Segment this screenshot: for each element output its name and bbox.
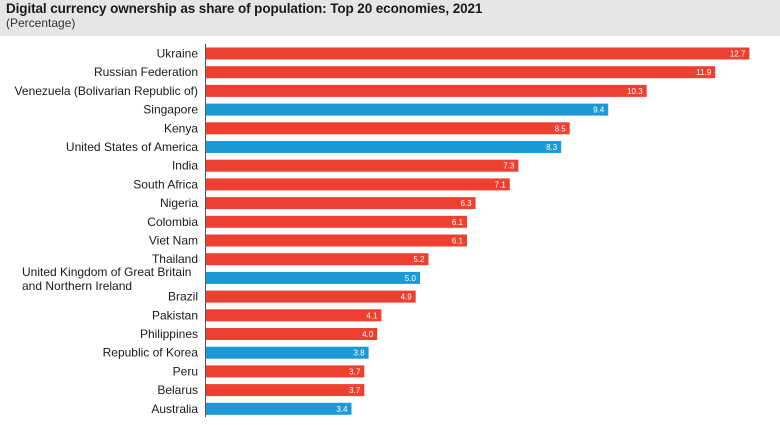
category-label-united-states-of-america: United States of America: [66, 140, 198, 154]
category-label-australia: Australia: [151, 402, 198, 416]
bar-nigeria: [206, 197, 476, 210]
bar-brazil: [206, 290, 416, 303]
category-label-philippines: Philippines: [140, 327, 198, 341]
category-label-belarus: Belarus: [157, 383, 198, 397]
bar-kenya: [206, 122, 570, 135]
category-label-south-africa: South Africa: [133, 177, 198, 191]
bar-viet-nam: [206, 234, 467, 247]
bar-thailand: [206, 253, 429, 266]
value-label-india: 7.3: [503, 162, 515, 171]
value-label-philippines: 4.0: [362, 330, 374, 339]
bar-australia: [206, 402, 352, 415]
bar-pakistan: [206, 309, 382, 322]
bar-venezuela-bolivarian-republic-of: [206, 84, 647, 97]
bar-united-states-of-america: [206, 141, 562, 153]
category-label-india: India: [172, 159, 198, 173]
value-label-russian-federation: 11.9: [696, 68, 712, 77]
bar-united-kingdom-of-great-britain-and-northern-ireland: [206, 271, 420, 284]
bar-india: [206, 159, 519, 172]
value-label-viet-nam: 6.1: [452, 237, 464, 246]
value-label-brazil: 4.9: [401, 293, 413, 302]
chart-title: Digital currency ownership as share of p…: [6, 1, 483, 16]
chart-subtitle: (Percentage): [6, 16, 76, 30]
value-label-kenya: 8.5: [555, 124, 567, 133]
category-label-singapore: Singapore: [143, 103, 198, 117]
value-label-south-africa: 7.1: [495, 180, 507, 189]
category-label-russian-federation: Russian Federation: [94, 65, 198, 79]
value-label-australia: 3.4: [336, 405, 348, 414]
category-label-kenya: Kenya: [164, 121, 198, 135]
value-label-nigeria: 6.3: [460, 199, 472, 208]
bar-south-africa: [206, 178, 510, 191]
bar-russian-federation: [206, 66, 716, 79]
category-label-venezuela-bolivarian-republic-of: Venezuela (Bolivarian Republic of): [15, 84, 198, 98]
category-label-ukraine: Ukraine: [157, 47, 199, 61]
bar-peru: [206, 365, 365, 378]
chart-header: Digital currency ownership as share of p…: [0, 0, 780, 36]
value-label-venezuela-bolivarian-republic-of: 10.3: [627, 87, 643, 96]
value-label-peru: 3.7: [349, 367, 361, 376]
category-label-peru: Peru: [173, 364, 198, 378]
value-label-colombia: 6.1: [452, 218, 464, 227]
value-label-republic-of-korea: 3.8: [353, 349, 365, 358]
value-label-belarus: 3.7: [349, 386, 361, 395]
value-label-pakistan: 4.1: [366, 311, 378, 320]
bars-group: 12.7 Ukraine 11.9 Russian Federation 10.3 Ven…: [15, 47, 750, 416]
category-label-viet-nam: Viet Nam: [149, 234, 198, 248]
bar-ukraine: [206, 47, 750, 60]
bar-philippines: [206, 328, 378, 340]
value-label-thailand: 5.2: [413, 255, 425, 264]
value-label-singapore: 9.4: [593, 106, 605, 115]
category-label-brazil: Brazil: [168, 290, 198, 304]
value-label-united-states-of-america: 8.3: [546, 143, 558, 152]
bar-singapore: [206, 103, 609, 116]
category-label-pakistan: Pakistan: [152, 308, 198, 322]
value-label-ukraine: 12.7: [730, 50, 746, 59]
category-label-united-kingdom-of-great-britain-and-northern-ireland: United Kingdom of Great Britain and North…: [22, 265, 191, 293]
category-label-nigeria: Nigeria: [160, 196, 198, 210]
category-label-thailand: Thailand: [152, 252, 198, 266]
bar-republic-of-korea: [206, 346, 369, 359]
value-label-united-kingdom-of-great-britain-and-northern-ireland: 5.0: [405, 274, 417, 283]
bar-colombia: [206, 215, 467, 228]
bar-belarus: [206, 384, 365, 397]
category-label-republic-of-korea: Republic of Korea: [103, 346, 199, 360]
category-label-colombia: Colombia: [147, 215, 198, 229]
